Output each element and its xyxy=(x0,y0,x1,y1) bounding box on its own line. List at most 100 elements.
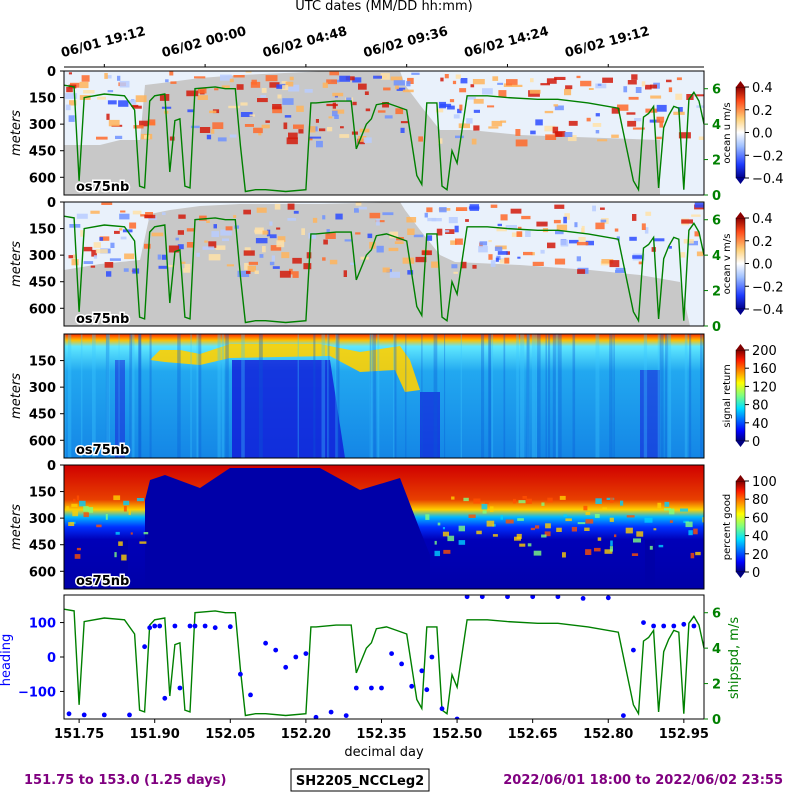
signal-streak xyxy=(67,334,72,458)
signal-streak xyxy=(313,334,316,458)
colorbar xyxy=(735,349,746,442)
velocity-cell xyxy=(358,136,367,142)
velocity-cell xyxy=(455,74,461,79)
panel-frame xyxy=(63,464,705,590)
velocity-cell xyxy=(115,135,123,139)
velocity-cell xyxy=(500,120,507,123)
colorbar-tick-label: 0.4 xyxy=(752,212,773,227)
velocity-cell xyxy=(668,246,672,249)
velocity-cell xyxy=(447,105,455,110)
velocity-cell xyxy=(69,100,77,106)
colorbar-top-extend xyxy=(736,475,745,481)
velocity-cell xyxy=(595,83,607,89)
velocity-cell xyxy=(282,85,289,91)
velocity-cell xyxy=(93,242,101,248)
depth-tick-label: 450 xyxy=(29,539,56,554)
velocity-cell xyxy=(532,261,544,266)
velocity-cell xyxy=(229,78,234,83)
colorbar-tick-label: 0.0 xyxy=(752,127,773,142)
velocity-cell xyxy=(288,132,298,140)
velocity-cell xyxy=(161,254,167,260)
velocity-cell xyxy=(452,80,457,85)
signal-streak xyxy=(297,334,299,458)
velocity-cell xyxy=(279,270,291,278)
colorbar-tick-label: −0.2 xyxy=(752,149,784,164)
velocity-cell xyxy=(243,250,255,256)
panel-frame xyxy=(63,70,705,196)
percent-good-cell xyxy=(468,514,476,518)
signal-streak xyxy=(520,334,522,458)
velocity-cell xyxy=(563,216,567,224)
velocity-cell xyxy=(564,213,570,220)
percent-good-cell xyxy=(556,527,562,532)
signal-streak xyxy=(327,334,329,458)
velocity-cell xyxy=(177,244,184,250)
velocity-cell xyxy=(600,219,607,223)
velocity-cell xyxy=(352,77,362,83)
signal-streak xyxy=(481,334,485,458)
percent-good-cell xyxy=(585,519,594,524)
velocity-cell xyxy=(68,255,76,259)
heading-point xyxy=(343,713,349,718)
signal-streak xyxy=(421,334,423,458)
velocity-cell xyxy=(259,254,264,258)
velocity-cell xyxy=(198,88,207,94)
velocity-cell xyxy=(265,120,270,123)
depth-tick-label: 450 xyxy=(29,145,56,160)
heading-point xyxy=(172,623,178,629)
signal-streak xyxy=(258,334,263,458)
signal-streak xyxy=(548,334,551,458)
velocity-cell xyxy=(681,219,693,224)
velocity-cell xyxy=(421,250,432,256)
colorbar xyxy=(735,86,746,179)
velocity-cell xyxy=(177,230,184,235)
depth-tick-label: 150 xyxy=(29,223,56,238)
velocity-cell xyxy=(262,230,269,235)
velocity-cell xyxy=(292,257,302,264)
utc-axis-title: UTC dates (MM/DD hh:mm) xyxy=(295,0,472,14)
percent-good-cell xyxy=(518,500,526,504)
velocity-cell xyxy=(389,271,400,278)
velocity-cell xyxy=(158,265,168,269)
ylabel: meters xyxy=(9,504,24,550)
percent-good-cell xyxy=(562,552,566,558)
heading-point xyxy=(293,654,299,660)
velocity-cell xyxy=(296,105,304,112)
depth-tick-label: 0 xyxy=(47,196,56,211)
velocity-cell xyxy=(415,256,427,263)
percent-good-cell xyxy=(541,534,547,538)
percent-good-cell xyxy=(443,549,451,554)
heading-point xyxy=(162,695,168,701)
percent-good-cell xyxy=(79,500,86,507)
velocity-cell xyxy=(595,130,600,134)
velocity-cell xyxy=(473,98,484,104)
velocity-cell xyxy=(525,230,531,237)
velocity-cell xyxy=(472,79,485,85)
percent-good-cell xyxy=(83,506,89,512)
shipspd-tick-label: 6 xyxy=(712,214,721,229)
signal-streak xyxy=(535,334,537,458)
velocity-cell xyxy=(214,88,219,91)
velocity-cell xyxy=(274,203,281,210)
percent-good-cell xyxy=(604,549,613,554)
velocity-cell xyxy=(220,229,232,236)
signal-streak xyxy=(118,334,120,458)
velocity-cell xyxy=(258,132,262,136)
depth-tick-label: 300 xyxy=(29,118,56,133)
colorbar-bottom-extend xyxy=(736,572,745,578)
velocity-cell xyxy=(440,103,452,108)
velocity-cell xyxy=(431,218,442,222)
colorbar-tick-label: 0.2 xyxy=(752,104,773,119)
velocity-cell xyxy=(455,238,463,245)
signal-streak xyxy=(657,334,661,458)
velocity-cell xyxy=(99,236,110,241)
velocity-cell xyxy=(225,226,233,231)
velocity-cell xyxy=(517,256,521,259)
velocity-cell xyxy=(65,93,78,99)
velocity-cell xyxy=(380,73,390,80)
velocity-cell xyxy=(656,136,662,140)
velocity-cell xyxy=(597,139,608,142)
velocity-cell xyxy=(676,77,682,81)
velocity-cell xyxy=(254,227,264,235)
colorbar-top-extend xyxy=(736,81,745,87)
